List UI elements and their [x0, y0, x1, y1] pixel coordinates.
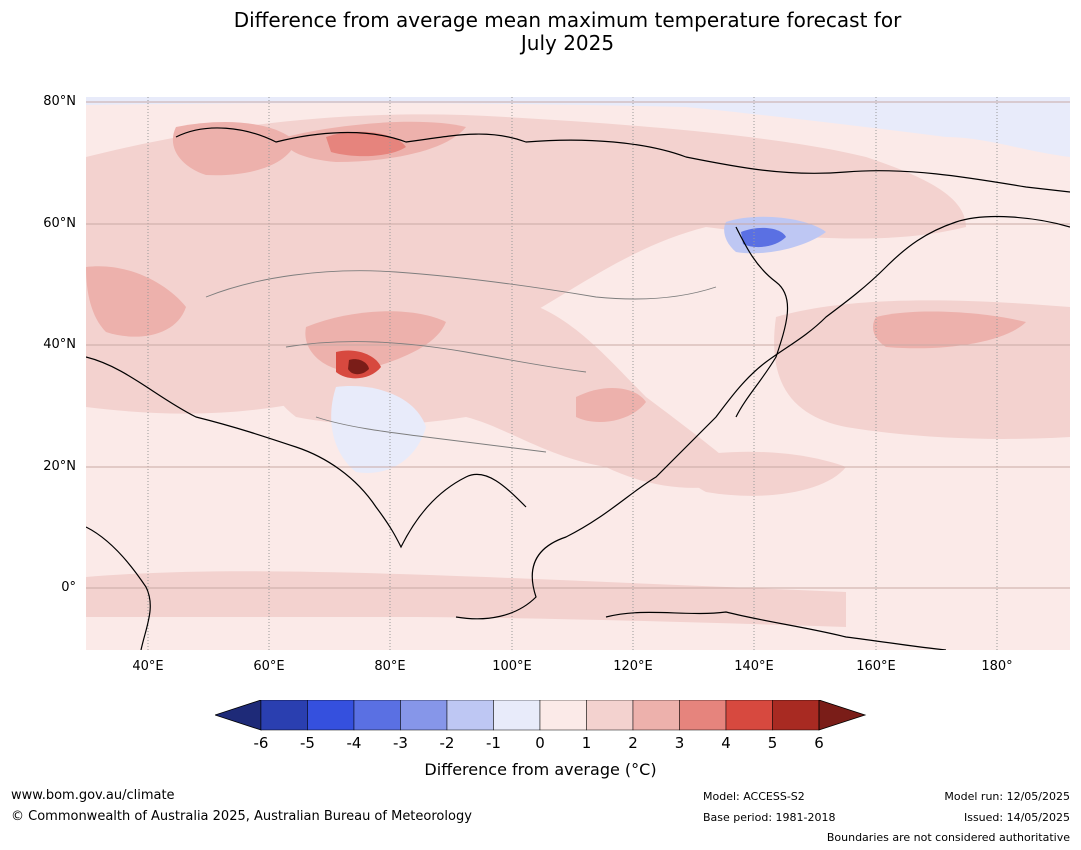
colorbar-title: Difference from average (°C) — [424, 760, 657, 779]
colorbar-cell — [679, 700, 727, 731]
colorbar-cells — [215, 700, 867, 731]
colorbar-tick-label: 0 — [535, 734, 545, 752]
footer-website[interactable]: www.bom.gov.au/climate — [11, 788, 175, 803]
graticule — [147, 97, 998, 650]
colorbar-cell — [632, 700, 680, 731]
colorbar-cell — [400, 700, 448, 731]
colorbar-tick-label: 5 — [767, 734, 778, 752]
colorbar-tick-label: -6 — [253, 734, 269, 752]
footer-copyright: © Commonwealth of Australia 2025, Austra… — [11, 809, 472, 824]
colorbar-cell — [725, 700, 773, 731]
anomaly-region-plus2-china — [576, 387, 646, 422]
map-title-line2: July 2025 — [520, 31, 615, 55]
colorbar-tick-label: 4 — [721, 734, 731, 752]
anomaly-region-plus3-yamal — [326, 131, 406, 157]
colorbar-cell — [446, 700, 494, 731]
anomaly-region-plus1-pacific-south — [684, 451, 846, 496]
colorbar-tick-label: 3 — [674, 734, 685, 752]
colorbar-cell — [493, 700, 541, 731]
colorbar-cell — [772, 700, 820, 731]
lat-label-80n: 80°N — [43, 94, 76, 109]
colorbar-cell — [353, 700, 401, 731]
colorbar-tick-label: 1 — [581, 734, 592, 752]
anomaly-region-minus3-okhotsk — [741, 227, 786, 248]
colorbar-tick-label: 2 — [628, 734, 638, 752]
footer-model: Model: ACCESS-S2 — [703, 790, 805, 803]
colorbar — [215, 700, 867, 731]
lat-label-equator: 0° — [61, 580, 76, 595]
anomaly-region-plus2-caspian — [86, 266, 186, 337]
colorbar-cell — [307, 700, 355, 731]
footer-disclaimer: Boundaries are not considered authoritat… — [826, 831, 1070, 844]
footer-model-run: Model run: 12/05/2025 — [944, 790, 1070, 803]
anomaly-region-plus2-pacific — [873, 311, 1026, 349]
lon-label-140e: 140°E — [734, 659, 774, 674]
coastlines — [86, 127, 1070, 650]
lon-label-80e: 80°E — [374, 659, 406, 674]
lon-label-160e: 160°E — [856, 659, 896, 674]
colorbar-arrow-low — [215, 700, 262, 731]
anomaly-region-minus1-india — [331, 386, 426, 473]
anomaly-region-plus5-himalaya — [348, 359, 369, 375]
country-borders — [205, 270, 717, 453]
lon-label-100e: 100°E — [492, 659, 532, 674]
footer-issued: Issued: 14/05/2025 — [963, 811, 1070, 824]
footer-base-period: Base period: 1981-2018 — [703, 811, 836, 824]
colorbar-cell — [539, 700, 587, 731]
temperature-anomaly-map — [86, 97, 1070, 650]
colorbar-tick-label: -1 — [486, 734, 501, 752]
colorbar-tick-label: 6 — [814, 734, 824, 752]
colorbar-cell — [260, 700, 308, 731]
colorbar-tick-label: -5 — [300, 734, 315, 752]
map-canvas — [86, 97, 1070, 650]
latitude-lines — [86, 101, 1070, 589]
anomaly-region-minus1-arctic — [86, 97, 1070, 157]
colorbar-tick-label: -2 — [439, 734, 455, 752]
lon-label-120e: 120°E — [613, 659, 653, 674]
anomaly-region-plus2-scandinavia — [172, 122, 296, 176]
lon-label-60e: 60°E — [253, 659, 285, 674]
colorbar-tick-label: -4 — [346, 734, 362, 752]
colorbar-cell — [586, 700, 634, 731]
lat-label-60n: 60°N — [43, 216, 76, 231]
colorbar-tick-label: -3 — [393, 734, 408, 752]
lon-label-180: 180° — [981, 659, 1013, 674]
anomaly-region-plus1-sea — [86, 571, 846, 627]
map-title-line1: Difference from average mean maximum tem… — [233, 8, 902, 32]
map-title: Difference from average mean maximum tem… — [0, 9, 1081, 55]
lat-label-20n: 20°N — [43, 459, 76, 474]
lon-label-40e: 40°E — [132, 659, 164, 674]
lat-label-40n: 40°N — [43, 337, 76, 352]
colorbar-arrow-high — [818, 700, 867, 731]
anomaly-region-plus1-central — [256, 278, 746, 488]
